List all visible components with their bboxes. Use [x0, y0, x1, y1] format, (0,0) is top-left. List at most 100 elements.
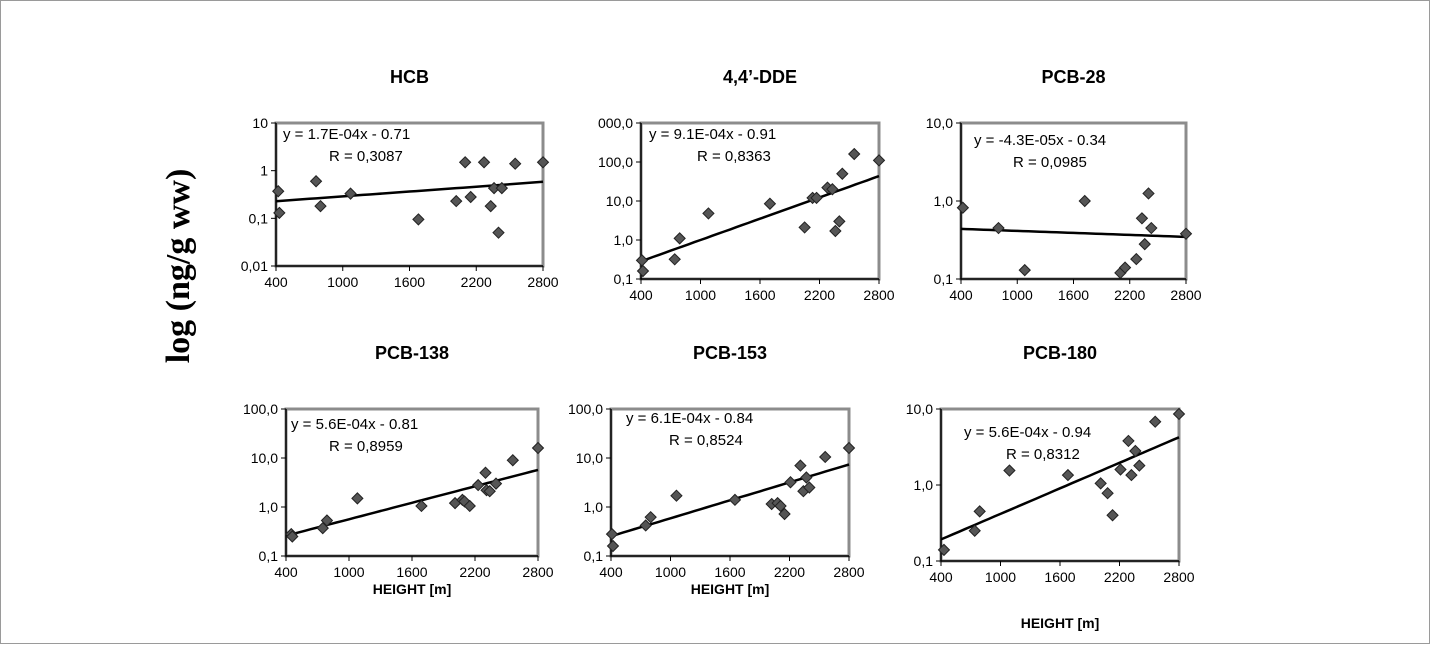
data-point [464, 190, 477, 204]
x-tick-label: 400 [599, 564, 623, 580]
chart-title: PCB-153 [693, 343, 767, 363]
plot-area-frame [274, 121, 545, 268]
data-point [286, 530, 299, 543]
data-point [794, 459, 807, 472]
data-point [1094, 477, 1107, 490]
data-point [842, 441, 856, 455]
y-tick-label: 1,0 [934, 193, 954, 209]
data-point [508, 157, 522, 170]
data-point [636, 264, 650, 278]
y-tick-label: 000,0 [598, 115, 633, 131]
x-tick-label: 2800 [522, 564, 553, 580]
plot-area-frame [939, 407, 1181, 563]
data-point [1148, 415, 1162, 428]
data-point [1118, 261, 1132, 274]
data-point [492, 226, 505, 239]
data-point [778, 507, 791, 521]
data-point [484, 199, 497, 213]
data-point [1142, 187, 1155, 200]
data-point [1135, 212, 1149, 225]
data-point [635, 254, 649, 267]
y-tick-label: 0,01 [241, 258, 268, 274]
data-point [463, 499, 476, 513]
plot-area-frame [609, 407, 851, 558]
data-point [937, 543, 951, 557]
data-point [1003, 464, 1016, 477]
x-tick-label: 400 [949, 287, 973, 303]
data-point [1122, 434, 1135, 448]
data-point [415, 499, 428, 513]
data-point [351, 492, 364, 505]
data-point [479, 466, 492, 479]
y-tick-label: 0,1 [584, 548, 604, 564]
data-point [489, 477, 503, 490]
y-tick-label: 10,0 [906, 401, 933, 417]
regression-equation: y = 5.6E-04x - 0.81 [291, 416, 418, 433]
x-tick-label: 1000 [1002, 287, 1033, 303]
data-point [1130, 252, 1143, 266]
data-point [848, 147, 861, 161]
x-tick-label: 2200 [459, 564, 490, 580]
data-point [1145, 221, 1158, 235]
data-point [784, 476, 797, 489]
data-point [806, 191, 819, 205]
x-tick-label: 1000 [327, 274, 358, 290]
data-point [803, 481, 816, 494]
y-tick-label: 100,0 [243, 401, 278, 417]
data-point [774, 499, 787, 513]
x-tick-label: 2200 [804, 287, 835, 303]
data-point [458, 495, 471, 508]
x-tick-label: 2200 [461, 274, 492, 290]
shared-y-axis-label: log (ng/g ww) [160, 168, 197, 364]
data-point [826, 183, 839, 196]
y-tick-label: 100,0 [568, 401, 603, 417]
trend-line [940, 436, 1180, 541]
data-point [1172, 407, 1186, 421]
x-tick-label: 1600 [396, 564, 427, 580]
y-tick-label: 100,0 [598, 154, 633, 170]
x-tick-label: 1000 [333, 564, 364, 580]
y-tick-label: 1,0 [259, 499, 279, 515]
y-tick-label: 0,1 [934, 271, 954, 287]
chart-title: 4,4’-DDE [723, 67, 797, 87]
data-point [314, 199, 327, 213]
x-tick-label: 2800 [863, 287, 894, 303]
data-point [763, 197, 777, 210]
data-point [728, 493, 742, 507]
data-point [992, 221, 1005, 235]
data-point [456, 493, 469, 507]
regression-equation: y = 1.7E-04x - 0.71 [283, 126, 410, 143]
y-tick-label: 0,1 [914, 553, 934, 569]
data-point [702, 207, 715, 220]
data-point [1101, 486, 1114, 500]
data-point [606, 539, 620, 553]
data-point [272, 185, 285, 198]
data-point [412, 213, 425, 226]
data-point [1018, 263, 1031, 277]
regression-equation: y = 9.1E-04x - 0.91 [649, 126, 776, 143]
correlation-label: R = 0,8312 [1006, 446, 1080, 463]
data-point [797, 485, 810, 498]
data-point [448, 496, 462, 510]
x-tick-label: 2200 [774, 564, 805, 580]
x-tick-label: 2800 [1170, 287, 1201, 303]
y-tick-label: 10,0 [926, 115, 953, 131]
y-tick-label: 10,0 [251, 450, 278, 466]
data-point [344, 187, 357, 200]
x-tick-label: 1600 [714, 564, 745, 580]
data-point [639, 519, 652, 532]
data-point [495, 181, 509, 195]
data-point [668, 253, 681, 266]
x-tick-label: 1600 [394, 274, 425, 290]
y-tick-label: 1 [260, 163, 268, 179]
x-tick-label: 1600 [1058, 287, 1089, 303]
plot-area-frame [284, 407, 540, 558]
data-point [477, 156, 491, 169]
data-point [487, 181, 501, 195]
correlation-label: R = 0,3087 [329, 148, 403, 165]
data-point [273, 206, 286, 220]
